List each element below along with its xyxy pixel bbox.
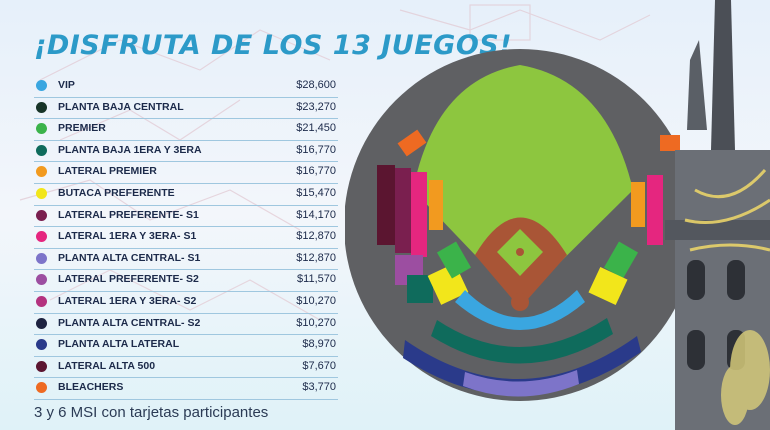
section-label: PLANTA BAJA 1ERA Y 3ERA (58, 143, 202, 156)
price-row-butaca-preferente: BUTACA PREFERENTE $15,470 (34, 184, 338, 206)
section-price: $7,670 (302, 359, 336, 372)
section-label: BUTACA PREFERENTE (58, 186, 175, 199)
price-row-premier: PREMIER $21,450 (34, 119, 338, 141)
color-dot (36, 187, 47, 199)
section-bleachers-right (660, 135, 680, 151)
section-price: $28,600 (296, 79, 336, 91)
color-dot (36, 317, 47, 329)
price-row-planta-alta-central-s2: PLANTA ALTA CENTRAL- S2 $10,270 (34, 314, 338, 336)
section-price: $3,770 (302, 381, 336, 394)
section-lateral-alta-500-left (377, 165, 395, 245)
section-planta-baja-central (431, 318, 613, 364)
section-label: LATERAL 1ERA Y 3ERA- S2 (58, 294, 197, 307)
section-label: BLEACHERS (58, 381, 124, 394)
section-price: $10,270 (296, 316, 336, 329)
section-price: $12,870 (296, 230, 336, 243)
section-price: $14,170 (296, 208, 336, 221)
payment-footnote: 3 y 6 MSI con tarjetas participantes (34, 404, 269, 421)
section-price: $16,770 (296, 165, 336, 178)
price-row-lateral-1era-3era-s1: LATERAL 1ERA Y 3ERA- S1 $12,870 (34, 227, 338, 249)
section-label: LATERAL PREFERENTE- S1 (58, 208, 199, 221)
price-list: VIP $28,600 PLANTA BAJA CENTRAL $23,270 PR… (34, 76, 338, 400)
section-bleachers-left (397, 129, 427, 157)
price-row-planta-alta-central-s1: PLANTA ALTA CENTRAL- S1 $12,870 (34, 249, 338, 271)
section-premier-right (603, 241, 639, 279)
price-row-lateral-preferente-s2: LATERAL PREFERENTE- S2 $11,570 (34, 270, 338, 292)
section-vip (455, 290, 585, 330)
price-row-lateral-preferente-s1: LATERAL PREFERENTE- S1 $14,170 (34, 206, 338, 228)
section-label: LATERAL PREFERENTE- S2 (58, 273, 199, 286)
section-planta-alta-central-s1 (463, 370, 579, 397)
color-dot (36, 123, 47, 135)
pitchers-mound (516, 248, 524, 256)
color-dot (36, 295, 47, 307)
section-label: PREMIER (58, 122, 106, 135)
price-row-lateral-1era-3era-s2: LATERAL 1ERA Y 3ERA- S2 $10,270 (34, 292, 338, 314)
color-dot (36, 101, 47, 113)
color-dot (36, 231, 47, 243)
section-label: PLANTA BAJA CENTRAL (58, 100, 184, 113)
section-price: $12,870 (296, 251, 336, 264)
color-dot (36, 166, 47, 178)
stadium-map (345, 49, 690, 401)
section-lateral-1era-3era-s1-right (647, 175, 663, 245)
section-premier-left (436, 241, 472, 279)
price-row-bleachers: BLEACHERS $3,770 (34, 378, 338, 400)
outfield-grass (413, 65, 633, 302)
home-plate-area (511, 293, 529, 311)
section-planta-baja-1era-left (407, 275, 433, 303)
color-dot (36, 252, 47, 264)
price-row-lateral-alta-500: LATERAL ALTA 500 $7,670 (34, 357, 338, 379)
color-dot (36, 80, 47, 91)
section-price: $21,450 (296, 122, 336, 135)
price-row-planta-baja-central: PLANTA BAJA CENTRAL $23,270 (34, 98, 338, 120)
section-butaca-preferente-right (588, 266, 628, 306)
color-dot (36, 360, 47, 372)
section-planta-alta-lateral (403, 336, 641, 396)
price-row-lateral-premier: LATERAL PREMIER $16,770 (34, 162, 338, 184)
section-lateral-1era-3era-s1-left (411, 172, 427, 257)
section-lateral-premier-right (631, 182, 645, 227)
price-row-vip: VIP $28,600 (34, 76, 338, 98)
section-price: $15,470 (296, 186, 336, 199)
color-dot (36, 209, 47, 221)
section-label: VIP (58, 79, 75, 91)
color-dot (36, 382, 47, 394)
section-price: $10,270 (296, 294, 336, 307)
color-dot (36, 274, 47, 286)
color-dot (36, 144, 47, 156)
section-price: $23,270 (296, 100, 336, 113)
color-dot (36, 339, 47, 351)
price-row-planta-alta-lateral: PLANTA ALTA LATERAL $8,970 (34, 335, 338, 357)
section-price: $11,570 (297, 273, 336, 286)
price-row-planta-baja-1era-3era: PLANTA BAJA 1ERA Y 3ERA $16,770 (34, 141, 338, 163)
section-label: LATERAL ALTA 500 (58, 359, 156, 372)
section-label: PLANTA ALTA CENTRAL- S1 (58, 251, 201, 264)
section-price: $8,970 (302, 338, 336, 351)
section-lateral-preferente-s1-left (395, 168, 411, 253)
cathedral-illustration (665, 0, 770, 430)
section-price: $16,770 (296, 143, 336, 156)
section-lateral-premier-left (429, 180, 443, 230)
section-label: PLANTA ALTA LATERAL (58, 338, 180, 351)
section-label: PLANTA ALTA CENTRAL- S2 (58, 316, 201, 329)
section-label: LATERAL PREMIER (58, 165, 157, 178)
section-label: LATERAL 1ERA Y 3ERA- S1 (58, 230, 197, 243)
page-title: ¡DISFRUTA DE LOS 13 JUEGOS! (34, 30, 513, 61)
